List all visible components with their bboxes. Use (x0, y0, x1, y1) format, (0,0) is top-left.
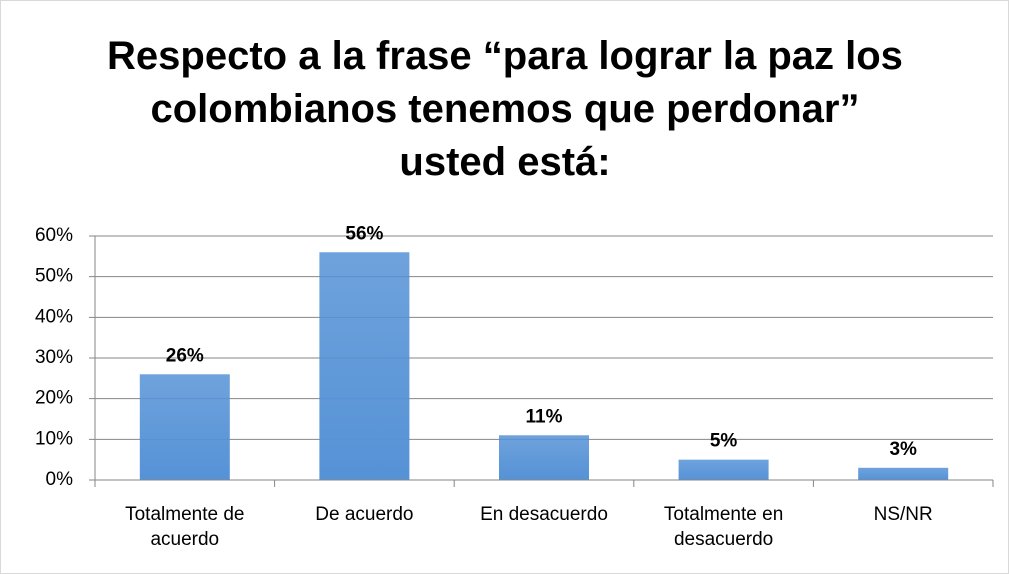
y-tick-label: 40% (35, 306, 73, 327)
data-label: 56% (345, 223, 383, 244)
y-tick-label: 50% (35, 266, 73, 287)
bar (499, 435, 589, 480)
chart-title: Respecto a la frase “para lograr la paz … (107, 34, 903, 184)
y-tick-label: 60% (35, 225, 73, 246)
y-tick-label: 0% (46, 469, 74, 490)
x-tick-label: De acuerdo (315, 504, 414, 525)
x-tick-label: Totalmente de acuerdo (125, 504, 245, 550)
data-label: 5% (710, 431, 738, 452)
data-label: 11% (526, 406, 563, 427)
y-tick-label: 30% (35, 347, 73, 368)
x-tick-label: NS/NR (873, 504, 933, 525)
x-tick-label: En desacuerdo (480, 504, 608, 525)
bar (319, 252, 410, 480)
y-tick-label: 20% (35, 388, 73, 409)
data-label: 3% (889, 439, 917, 460)
y-tick-label: 10% (35, 428, 73, 449)
bar (858, 467, 949, 480)
bar (678, 459, 769, 480)
data-label: 26% (166, 345, 204, 366)
x-tick-label: Totalmente en desacuerdo (663, 504, 784, 550)
bar (139, 374, 230, 480)
